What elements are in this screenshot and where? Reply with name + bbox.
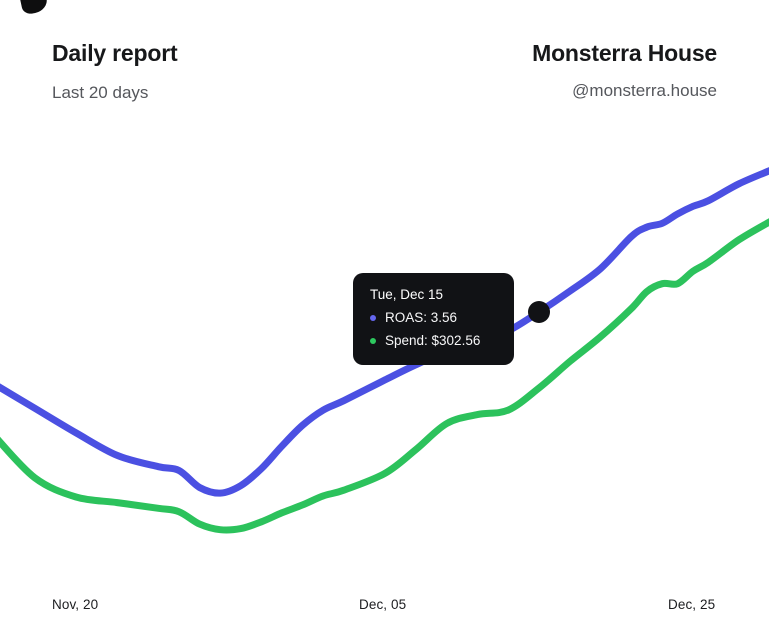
roas-bullet-icon bbox=[370, 315, 376, 321]
page-title: Daily report bbox=[52, 40, 178, 66]
x-axis-label-dec-25: Dec, 25 bbox=[668, 597, 716, 612]
account-block: Monsterra House @monsterra.house bbox=[532, 38, 717, 101]
tooltip-spend-value: Spend: $302.56 bbox=[385, 333, 481, 348]
report-header: Daily report Last 20 days Monsterra Hous… bbox=[52, 38, 717, 103]
x-axis-label-nov-20: Nov, 20 bbox=[52, 597, 99, 612]
roas-line bbox=[0, 167, 769, 497]
spend-bullet-icon bbox=[370, 338, 376, 344]
tooltip-row-roas: ROAS: 3.56 bbox=[370, 310, 500, 326]
tooltip-roas-value: ROAS: 3.56 bbox=[385, 310, 458, 325]
spend-line bbox=[0, 218, 769, 534]
x-axis-label-dec-05: Dec, 05 bbox=[359, 597, 407, 612]
account-name: Monsterra House bbox=[532, 40, 717, 66]
data-point-marker[interactable] bbox=[528, 301, 550, 323]
tooltip-row-spend: Spend: $302.56 bbox=[370, 333, 500, 349]
tooltip-date: Tue, Dec 15 bbox=[370, 287, 444, 302]
page-subtitle: Last 20 days bbox=[52, 83, 149, 102]
account-handle: @monsterra.house bbox=[572, 81, 717, 100]
chart-tooltip: Tue, Dec 15 ROAS: 3.56 Spend: $302.56 bbox=[353, 273, 514, 365]
